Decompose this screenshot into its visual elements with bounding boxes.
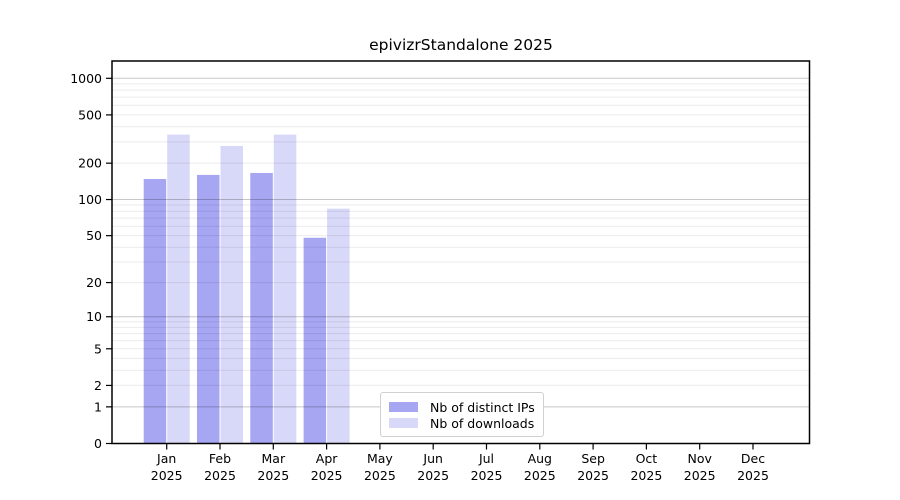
legend-swatch-distinct-ips <box>389 401 418 413</box>
x-tick-label-year: 2025 <box>577 468 609 483</box>
y-tick-label: 2 <box>94 378 102 393</box>
x-tick-label-year: 2025 <box>471 468 503 483</box>
x-tick-label-year: 2025 <box>151 468 183 483</box>
y-tick-label: 1000 <box>70 71 102 86</box>
bar-distinct-ips-jan <box>143 178 167 444</box>
x-tick-label-month: Nov <box>687 451 712 466</box>
x-tick-label-year: 2025 <box>737 468 769 483</box>
legend: Nb of distinct IPs Nb of downloads <box>380 392 544 437</box>
x-tick-label-month: Jan <box>156 451 176 466</box>
x-tick-label-month: Apr <box>316 451 338 466</box>
x-tick-label-month: May <box>367 451 393 466</box>
chart-title: epivizrStandalone 2025 <box>369 36 553 54</box>
y-tick-label: 200 <box>78 156 102 171</box>
y-tick-label: 10 <box>86 309 102 324</box>
y-tick-label: 0 <box>94 436 102 451</box>
x-tick-label-month: Sep <box>581 451 605 466</box>
x-tick-label-year: 2025 <box>684 468 716 483</box>
bar-distinct-ips-mar <box>250 172 273 444</box>
bar-downloads-feb <box>220 146 243 444</box>
x-tick-label-month: Jul <box>478 451 494 466</box>
axis-ticks <box>106 77 754 450</box>
bar-distinct-ips-apr <box>303 237 327 444</box>
x-tick-label-year: 2025 <box>630 468 662 483</box>
axes-frame <box>111 60 811 445</box>
bar-distinct-ips-feb <box>197 174 220 444</box>
x-tick-label-year: 2025 <box>364 468 396 483</box>
x-tick-label-month: Jun <box>422 451 443 466</box>
legend-swatch-downloads <box>389 417 418 429</box>
legend-item: Nb of distinct IPs <box>389 399 535 415</box>
legend-item: Nb of downloads <box>389 415 535 431</box>
legend-label: Nb of downloads <box>430 415 535 431</box>
y-tick-label: 50 <box>86 228 102 243</box>
bar-downloads-jan <box>167 134 190 444</box>
y-tick-label: 500 <box>78 107 102 122</box>
plot-frame <box>111 60 811 445</box>
bar-downloads-mar <box>273 134 297 444</box>
x-tick-label-year: 2025 <box>257 468 289 483</box>
legend-label: Nb of distinct IPs <box>430 399 535 415</box>
bars-layer <box>143 134 350 444</box>
x-tick-label-month: Feb <box>209 451 231 466</box>
x-tick-label-year: 2025 <box>417 468 449 483</box>
y-tick-label: 20 <box>86 275 102 290</box>
gridlines-layer <box>112 77 810 408</box>
x-tick-label-year: 2025 <box>311 468 343 483</box>
bar-downloads-apr <box>327 208 350 444</box>
x-tick-label-month: Mar <box>262 451 286 466</box>
y-tick-label: 5 <box>94 341 102 356</box>
x-tick-label-month: Dec <box>741 451 765 466</box>
y-tick-label: 1 <box>94 399 102 414</box>
x-tick-label-year: 2025 <box>524 468 556 483</box>
x-tick-label-month: Aug <box>528 451 552 466</box>
x-tick-label-month: Oct <box>636 451 658 466</box>
y-tick-label: 100 <box>78 192 102 207</box>
axis-labels: 0 1 2 5 10 20 50 100 200 500 1000 Jan 2025 Feb 2025 Mar… <box>70 71 769 483</box>
x-tick-label-year: 2025 <box>204 468 236 483</box>
